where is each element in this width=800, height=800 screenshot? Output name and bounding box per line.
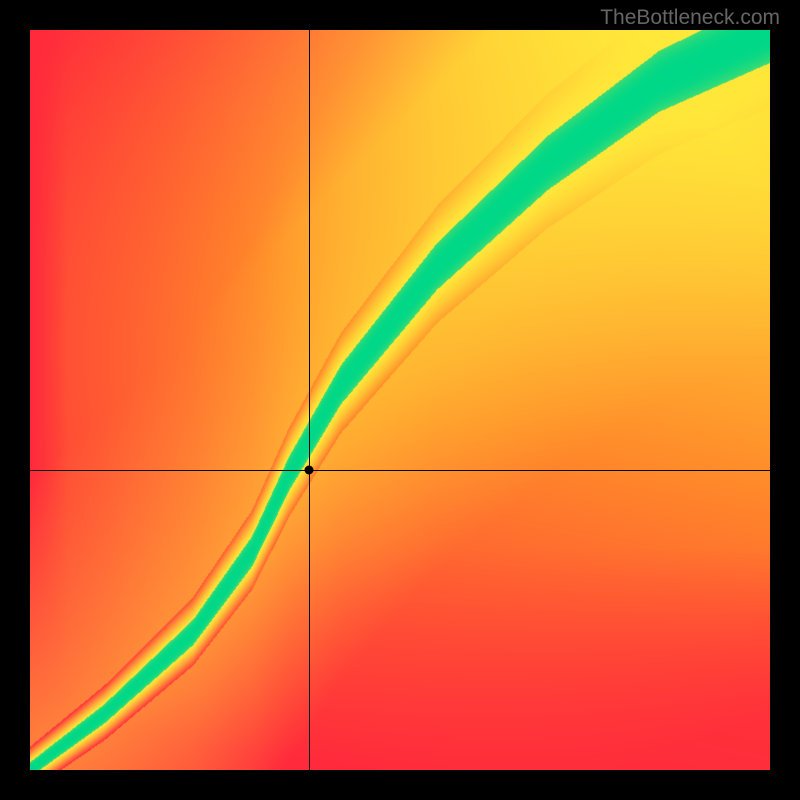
data-point bbox=[304, 466, 313, 475]
crosshair-vertical bbox=[309, 30, 310, 770]
heatmap-canvas bbox=[30, 30, 770, 770]
heatmap-chart bbox=[30, 30, 770, 770]
watermark-text: TheBottleneck.com bbox=[600, 6, 780, 30]
crosshair-horizontal bbox=[30, 470, 770, 471]
